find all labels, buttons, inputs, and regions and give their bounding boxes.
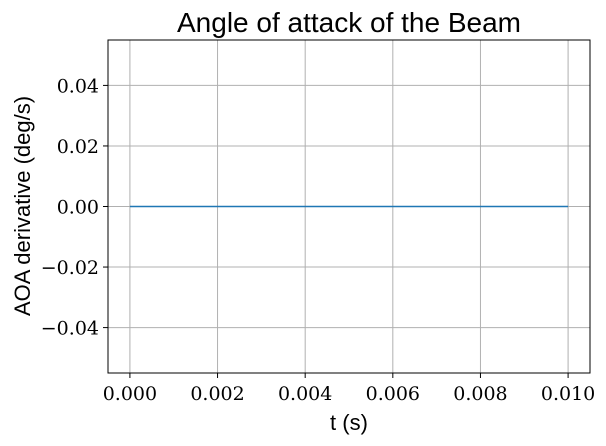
chart-title: Angle of attack of the Beam xyxy=(177,7,521,38)
x-tick-label: 0.004 xyxy=(278,383,332,405)
y-axis-label: AOA derivative (deg/s) xyxy=(10,96,35,316)
x-tick-label: 0.006 xyxy=(366,383,420,405)
x-tick-label: 0.002 xyxy=(190,383,244,405)
x-tick-label: 0.008 xyxy=(453,383,507,405)
x-axis-label: t (s) xyxy=(330,410,368,435)
y-tick-label: −0.02 xyxy=(41,257,99,279)
y-tick-label: 0.02 xyxy=(57,136,99,158)
x-tick-label: 0.000 xyxy=(103,383,157,405)
y-tick-label: 0.04 xyxy=(57,75,99,97)
x-tick-label: 0.010 xyxy=(541,383,595,405)
y-axis: −0.04 −0.02 0.00 0.02 0.04 xyxy=(41,75,108,340)
x-axis: 0.000 0.002 0.004 0.006 0.008 0.010 xyxy=(103,373,595,405)
y-tick-label: −0.04 xyxy=(41,318,99,340)
y-tick-label: 0.00 xyxy=(57,197,99,219)
